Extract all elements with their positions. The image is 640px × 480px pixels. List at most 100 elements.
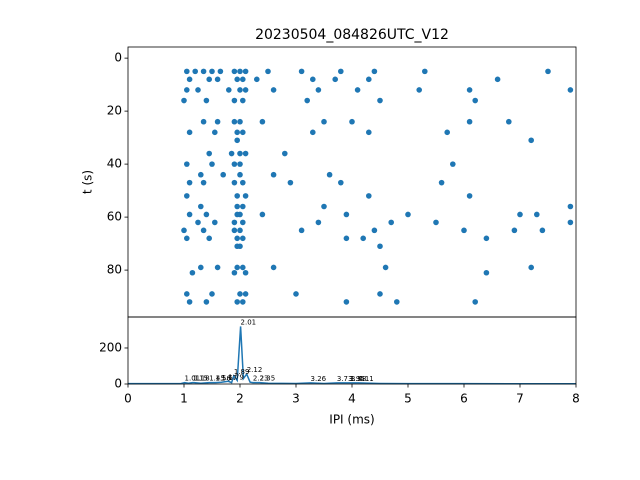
spike-point [214,76,221,83]
spike-point [189,269,196,276]
peak-label: 2.01 [241,318,257,326]
x-tick-label: 0 [124,392,132,406]
spike-point [338,68,344,75]
x-tick-label: 2 [236,392,244,406]
spike-point [231,179,238,186]
y-tick-label: 0 [114,377,122,391]
spike-point [234,299,240,305]
x-axis-label: IPI (ms) [329,413,374,427]
y-tick-label: 40 [107,157,122,171]
spike-point [184,87,190,93]
spike-point [214,264,221,271]
chart-title: 20230504_084826UTC_V12 [255,27,449,43]
spike-point [483,235,490,242]
peak-label: 3.98 [351,375,367,383]
spike-point [240,219,246,226]
spike-point [567,219,574,226]
x-tick-label: 7 [516,392,524,406]
spike-point [450,161,456,167]
peak-label: 1.79 [228,373,244,381]
spike-point [472,97,479,104]
spike-point [237,87,243,93]
spike-point [200,179,207,186]
spike-point [253,76,260,83]
spike-point [326,171,333,178]
spike-point [226,87,232,93]
spike-point [270,87,277,93]
peak-label: 4.11 [358,375,374,383]
spike-point [366,193,372,199]
spike-point [212,219,218,226]
spike-point [234,76,240,83]
spike-point [265,68,271,75]
spike-point [240,129,246,136]
x-tick-label: 5 [404,392,412,406]
spike-point [209,291,215,297]
spike-point [240,299,246,305]
spike-point [511,227,518,234]
spike-point [234,235,240,242]
spike-point [231,219,238,226]
spike-point [209,161,215,167]
y-tick-label: 20 [107,104,122,118]
x-tick-label: 1 [180,392,188,406]
spike-point [315,87,322,93]
spike-point [184,161,190,167]
peak-label: 2.35 [260,375,276,383]
spike-point [184,235,190,242]
spike-point [282,150,288,157]
spike-point [377,291,383,297]
spike-point [321,118,327,125]
spike-point [203,211,210,218]
spike-point [422,68,428,75]
spike-point [186,129,193,136]
spike-point [198,171,204,178]
spike-point [198,203,204,210]
spike-point [237,227,243,234]
spike-point [371,68,378,75]
peak-label: 1.89 [234,368,250,376]
spike-point [483,269,490,276]
spike-point [377,97,383,104]
spike-point [198,264,204,271]
spike-point [377,243,383,250]
spike-point [366,76,372,83]
spike-point [200,118,207,125]
y-tick-label: 60 [107,210,122,224]
spike-point [405,211,411,218]
spike-point [231,161,238,167]
spike-point [321,203,327,210]
y-tick-label: 80 [107,263,122,277]
spike-point [237,291,243,297]
spike-point [195,87,201,93]
spike-point [534,211,540,218]
peak-label: 1.01 [185,375,201,383]
peak-label: 1.56 [215,375,231,383]
spike-point [209,68,215,75]
spike-point [240,235,246,242]
spike-point [228,150,235,157]
spike-point [231,269,238,276]
spike-point [242,291,249,297]
spike-point [234,264,240,271]
spike-point [192,68,198,75]
spike-point [237,243,243,250]
spike-point [186,299,193,305]
spike-point [371,227,378,234]
spike-point [259,118,266,125]
spike-point [517,211,523,218]
spike-point [354,87,361,93]
spike-point [184,291,190,297]
spike-point [388,219,395,226]
spike-point [416,87,423,93]
spike-point [206,235,212,242]
spike-point [349,118,355,125]
spike-point [466,87,473,93]
peak-label: 3.26 [311,375,327,383]
spike-point [186,211,193,218]
spike-point [203,97,210,104]
spike-point [528,264,534,271]
peak-label: 1.67 [222,374,238,382]
spike-point [270,171,277,178]
